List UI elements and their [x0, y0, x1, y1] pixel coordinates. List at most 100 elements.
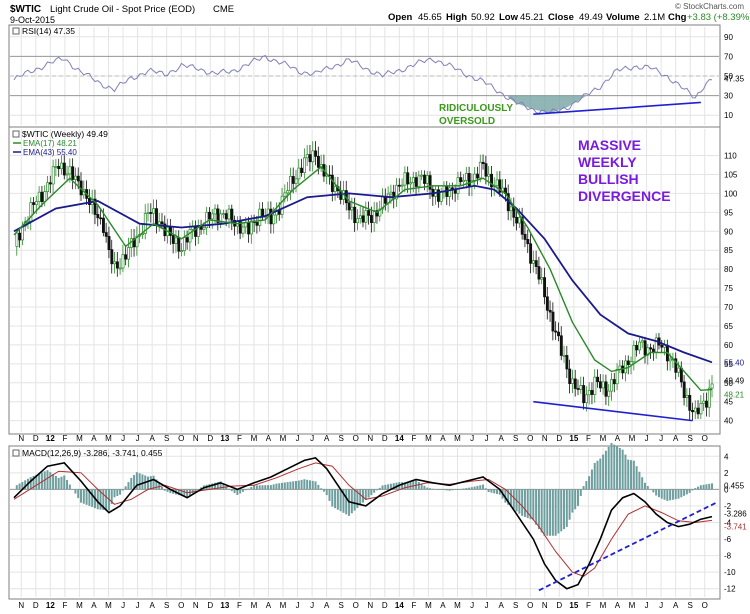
x-tick-label: M [454, 434, 461, 443]
candle-body [626, 360, 630, 366]
high-value: 50.92 [471, 12, 495, 23]
x-tick-label-bottom: N [542, 601, 548, 610]
volume-label: Volume [606, 12, 640, 23]
macd-histogram-bar [169, 489, 172, 494]
macd-histogram-bar [261, 485, 264, 490]
macd-histogram-bar [543, 489, 546, 536]
candle-body [185, 237, 189, 243]
candle-body [537, 266, 541, 280]
x-tick-label-bottom: F [411, 601, 416, 610]
macd-histogram-bar [431, 488, 434, 490]
price-last-value: 49.49 [724, 377, 745, 386]
macd-histogram-bar [342, 489, 345, 513]
macd-histogram-bar [186, 489, 189, 498]
macd-histogram-bar [138, 473, 141, 490]
macd-histogram-bar [311, 480, 314, 490]
candle-body [660, 344, 664, 348]
price-y-tick-label: 95 [724, 208, 733, 217]
macd-histogram-bar [110, 489, 113, 504]
macd-histogram-bar [406, 481, 409, 490]
candle-body [643, 340, 647, 356]
macd-histogram-bar [82, 489, 85, 504]
candle-body [169, 226, 172, 236]
candle-body [205, 211, 209, 229]
x-tick-label: M [280, 434, 287, 443]
candle-body [180, 250, 184, 252]
candle-body [668, 358, 672, 362]
candle-body [414, 177, 418, 187]
candle-body [314, 150, 318, 157]
x-tick-label-bottom: D [382, 601, 388, 610]
macd-histogram-bar [574, 489, 577, 510]
candle-body [523, 233, 527, 240]
candle-body [403, 172, 407, 186]
macd-histogram-bar [180, 489, 183, 496]
macd-histogram-bar [540, 489, 543, 533]
rsi-y-tick-label: 50 [724, 72, 733, 81]
x-tick-label-bottom: F [62, 601, 67, 610]
candle-body [110, 249, 114, 265]
macd-histogram-bar [378, 487, 381, 490]
macd-histogram-bar [657, 489, 660, 498]
rsi-oversold-fill [508, 95, 699, 114]
macd-histogram-bar [278, 483, 281, 490]
macd-histogram-bar [440, 489, 443, 490]
macd-histogram-bar [281, 482, 284, 490]
macd-histogram-bar [593, 462, 596, 490]
x-tick-label: O [353, 434, 359, 443]
candle-body [545, 296, 549, 311]
candle-body [420, 174, 424, 177]
macd-y-tick-label: -8 [724, 552, 732, 561]
macd-hist-last-value: 0.455 [724, 482, 745, 491]
candle-body [76, 175, 80, 182]
macd-histogram-bar [247, 488, 250, 490]
macd-histogram-bar [702, 484, 705, 490]
candle-body [531, 260, 535, 264]
macd-histogram-bar [160, 486, 163, 490]
macd-histogram-bar [119, 489, 122, 495]
x-tick-label-bottom: S [513, 601, 518, 610]
macd-histogram-bar [275, 483, 278, 490]
x-tick-label-bottom: A [440, 601, 446, 610]
x-tick-label-bottom: M [629, 601, 636, 610]
x-tick-label-bottom: M [105, 601, 112, 610]
candle-body [101, 217, 105, 233]
macd-histogram-bar [551, 489, 554, 536]
candle-body [286, 190, 290, 194]
macd-histogram-bar [269, 485, 272, 490]
x-tick-label-bottom: O [702, 601, 708, 610]
x-tick-label: A [440, 434, 446, 443]
macd-histogram-bar [459, 488, 462, 490]
candle-body [305, 154, 309, 159]
macd-histogram-bar [523, 489, 526, 517]
candle-body [604, 381, 608, 397]
candle-body [674, 358, 678, 373]
candle-body [526, 239, 530, 245]
candle-body [473, 173, 477, 181]
macd-histogram-bar [200, 487, 203, 490]
macd-histogram-bar [375, 489, 378, 491]
macd-histogram-bar [671, 489, 674, 500]
candle-body [361, 215, 365, 223]
divergence-line-3: BULLISH [578, 171, 639, 187]
macd-histogram-bar [482, 484, 485, 490]
candle-body [462, 179, 466, 182]
macd-histogram-bar [359, 489, 362, 506]
macd-histogram-bar [133, 475, 136, 490]
candle-body [400, 184, 404, 187]
candle-body [696, 407, 700, 415]
low-value: 45.21 [520, 12, 544, 23]
candle-body [51, 166, 55, 185]
close-value: 49.49 [579, 12, 603, 23]
candle-body [518, 217, 521, 224]
x-tick-label: D [556, 434, 562, 443]
candle-body [593, 376, 597, 395]
candle-body [551, 311, 555, 332]
x-tick-label: M [600, 434, 607, 443]
macd-histogram-bar [74, 489, 77, 494]
x-tick-label-bottom: A [673, 601, 679, 610]
macd-histogram-bar [487, 489, 490, 493]
candle-body [638, 341, 641, 351]
macd-histogram-bar [708, 483, 711, 490]
candle-body [219, 213, 223, 223]
